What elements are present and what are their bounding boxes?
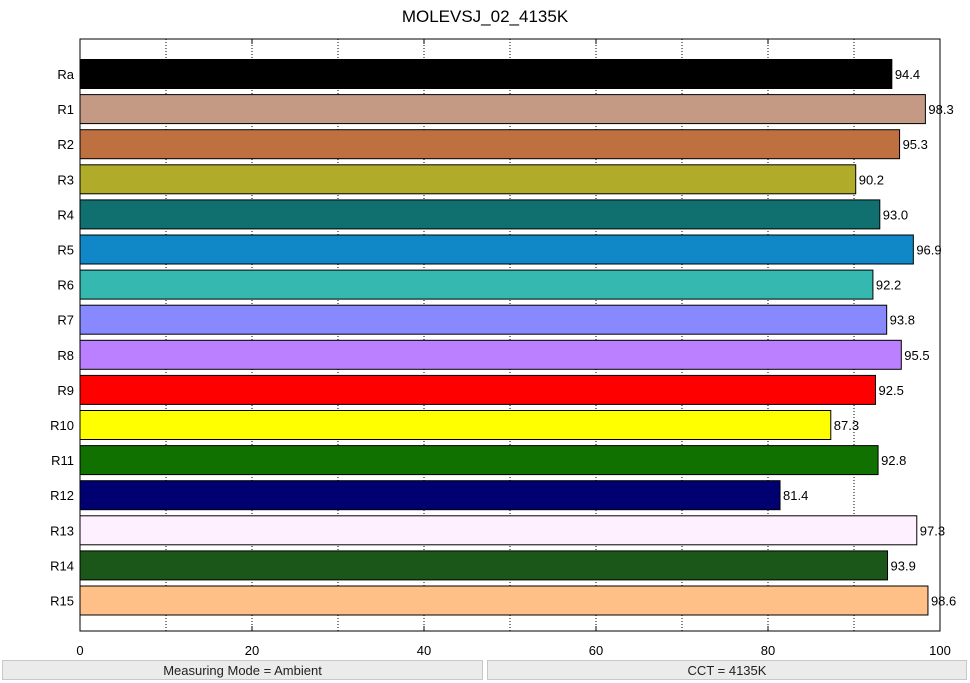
cri-bar-chart: 0 20 40 60 80 100 Ra 94.4 R1 98.3 R2 95.3 R3 90.2 R4 93…	[50, 38, 956, 658]
bar-r12	[79, 480, 781, 511]
data-label: 95.3	[903, 137, 928, 152]
bar-r15	[79, 585, 929, 616]
y-tick-label: R2	[57, 137, 74, 152]
data-label: 90.2	[859, 172, 884, 187]
data-label: 93.8	[890, 313, 915, 328]
data-label: 81.4	[783, 488, 808, 503]
data-label: 92.2	[876, 278, 901, 293]
y-tick-label: Ra	[57, 67, 74, 82]
bar-r11	[79, 445, 879, 476]
y-tick-label: R6	[57, 278, 74, 293]
data-label: 93.0	[883, 207, 908, 222]
plot-frame	[79, 38, 941, 632]
y-tick-label: R14	[50, 558, 74, 573]
bar-r5	[79, 234, 914, 265]
y-tick-label: R9	[57, 383, 74, 398]
data-label: 98.6	[931, 594, 956, 609]
data-label: 87.3	[834, 418, 859, 433]
measuring-mode-status: Measuring Mode = Ambient	[2, 660, 483, 680]
x-tick-label: 60	[589, 643, 603, 658]
data-label: 92.8	[881, 453, 906, 468]
cct-status: CCT = 4135K	[487, 660, 967, 680]
y-tick-label: R11	[51, 453, 74, 468]
bar-r9	[79, 374, 876, 405]
y-tick-label: R7	[57, 313, 74, 328]
chart-title: MOLEVSJ_02_4135K	[401, 7, 569, 26]
y-tick-label: R10	[50, 418, 74, 433]
data-label: 95.5	[904, 348, 929, 363]
data-label: 94.4	[895, 67, 920, 82]
data-label: 97.3	[920, 523, 945, 538]
bar-r10	[79, 410, 832, 440]
data-label: 92.5	[879, 383, 904, 398]
bar-r4	[79, 199, 881, 230]
y-tick-label: R1	[57, 102, 74, 117]
bar-r8	[79, 339, 902, 370]
x-tick-label: 0	[76, 643, 83, 658]
x-tick-label: 20	[245, 643, 259, 658]
bar-r7	[79, 304, 888, 335]
bar-r2	[79, 129, 901, 160]
status-bar: Measuring Mode = Ambient CCT = 4135K	[0, 659, 970, 683]
bar-r1	[79, 94, 926, 125]
bar-r13	[79, 515, 918, 546]
y-tick-label: R13	[50, 523, 74, 538]
data-label: 93.9	[891, 558, 916, 573]
y-tick-label: R8	[57, 348, 74, 363]
bar-ra	[79, 59, 893, 89]
x-tick-label: 100	[929, 643, 951, 658]
y-tick-label: R3	[57, 172, 74, 187]
y-tick-label: R15	[50, 594, 74, 609]
y-tick-label: R4	[57, 207, 74, 222]
y-tick-label: R12	[50, 488, 74, 503]
bar-r14	[79, 550, 889, 581]
y-tick-label: R5	[57, 243, 74, 258]
bar-r3	[79, 164, 857, 195]
data-label: 98.3	[928, 102, 953, 117]
data-label: 96.9	[916, 243, 941, 258]
x-tick-label: 40	[417, 643, 431, 658]
x-tick-label: 80	[761, 643, 775, 658]
bar-r6	[79, 269, 874, 300]
